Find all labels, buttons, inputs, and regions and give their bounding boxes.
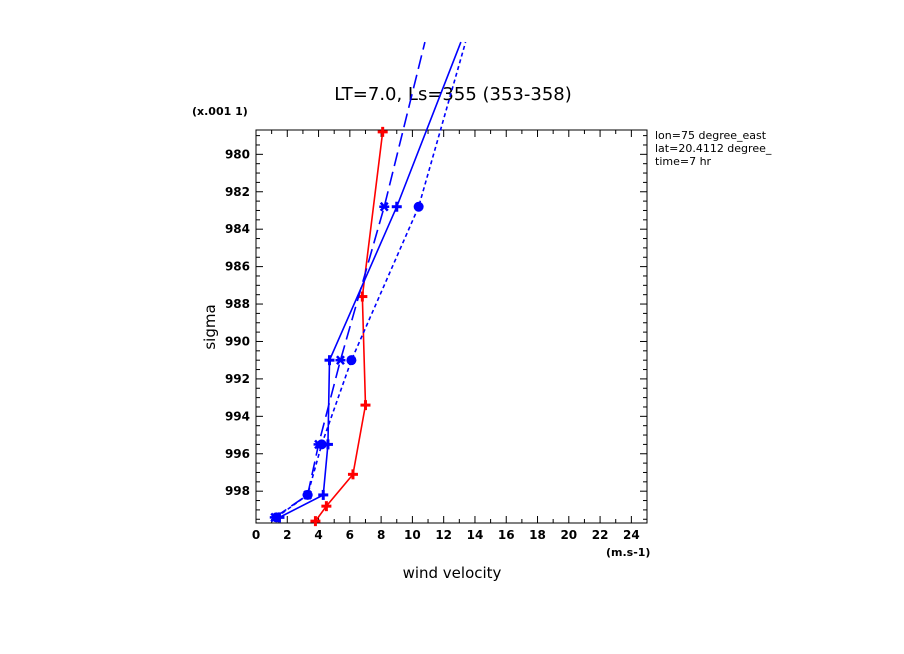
series-line (279, 41, 462, 519)
y-axis-label: sigma (201, 304, 219, 349)
data-point (377, 126, 388, 137)
point-marker (316, 439, 327, 450)
x-axis-label: wind velocity (403, 564, 502, 582)
y-tick-label: 984 (225, 222, 250, 236)
info-line: time=7 hr (655, 155, 712, 168)
point-marker (346, 355, 357, 366)
point-marker (271, 512, 282, 523)
x-tick-label: 18 (529, 528, 546, 542)
y-tick-label: 986 (225, 260, 250, 274)
x-tick-label: 10 (404, 528, 421, 542)
data-point (318, 489, 329, 500)
x-tick-label: 4 (314, 528, 322, 542)
y-tick-label: 996 (225, 447, 250, 461)
x-tick-label: 6 (346, 528, 354, 542)
y-tick-label: 982 (225, 185, 250, 199)
point-marker (336, 355, 345, 366)
series-line (275, 41, 467, 519)
x-tick-label: 0 (252, 528, 260, 542)
data-point (302, 489, 313, 500)
data-point (413, 201, 424, 212)
data-point (321, 501, 332, 512)
y-tick-label: 988 (225, 297, 250, 311)
chart-title: LT=7.0, Ls=355 (353-358) (334, 84, 572, 105)
x-tick-label: 2 (283, 528, 291, 542)
y-unit-label: (x.001 1) (192, 105, 248, 118)
x-tick-label: 16 (498, 528, 515, 542)
data-point (346, 355, 357, 366)
x-tick-label: 22 (592, 528, 609, 542)
series-line (274, 41, 426, 519)
info-line: lat=20.4112 degree_ (655, 142, 772, 155)
data-point (310, 516, 321, 527)
data-point (324, 355, 335, 366)
point-marker (302, 489, 313, 500)
plot-area (269, 41, 467, 527)
y-tick-label: 980 (225, 147, 250, 161)
x-tick-label: 24 (623, 528, 640, 542)
y-tick-label: 990 (225, 334, 250, 348)
x-tick-label: 12 (435, 528, 452, 542)
x-tick-label: 14 (467, 528, 484, 542)
axes: 0 2 4 6 8 10 12 14 16 18 20 22 249809829849869889909… (225, 129, 648, 542)
point-marker (413, 201, 424, 212)
data-point (379, 201, 390, 212)
x-tick-label: 20 (560, 528, 577, 542)
x-tick-label: 8 (377, 528, 385, 542)
data-point (391, 201, 402, 212)
y-tick-label: 992 (225, 372, 250, 386)
y-tick-label: 994 (225, 409, 250, 423)
point-marker (379, 201, 389, 212)
info-line: lon=75 degree_east (655, 129, 767, 142)
y-tick-label: 998 (225, 484, 250, 498)
data-point (347, 469, 358, 480)
data-point (335, 355, 346, 366)
plot-frame (255, 129, 648, 524)
data-point (271, 512, 282, 523)
data-point (316, 439, 327, 450)
x-unit-label: (m.s-1) (606, 546, 650, 559)
data-point (360, 400, 371, 411)
